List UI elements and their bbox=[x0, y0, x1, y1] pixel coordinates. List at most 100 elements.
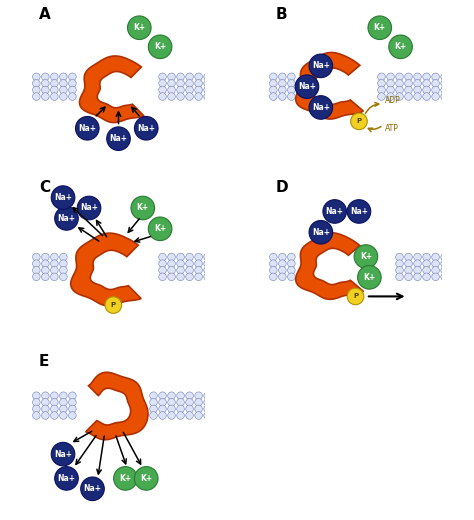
Circle shape bbox=[288, 80, 295, 87]
Circle shape bbox=[33, 80, 40, 87]
Circle shape bbox=[396, 273, 403, 281]
Text: Na+: Na+ bbox=[298, 82, 316, 91]
Text: Na+: Na+ bbox=[326, 207, 344, 216]
Circle shape bbox=[60, 266, 67, 274]
Circle shape bbox=[441, 80, 448, 87]
Circle shape bbox=[33, 86, 40, 94]
Circle shape bbox=[33, 412, 40, 419]
Circle shape bbox=[270, 273, 277, 281]
Text: Na+: Na+ bbox=[312, 61, 330, 70]
Circle shape bbox=[168, 80, 175, 87]
Circle shape bbox=[33, 93, 40, 100]
Circle shape bbox=[168, 392, 175, 399]
Text: K+: K+ bbox=[133, 23, 146, 32]
Text: K+: K+ bbox=[119, 474, 131, 483]
Circle shape bbox=[69, 86, 76, 94]
Circle shape bbox=[33, 405, 40, 413]
Circle shape bbox=[168, 412, 175, 419]
Circle shape bbox=[60, 392, 67, 399]
Circle shape bbox=[168, 93, 175, 100]
Polygon shape bbox=[80, 56, 144, 123]
Circle shape bbox=[432, 80, 439, 87]
Circle shape bbox=[42, 412, 49, 419]
Circle shape bbox=[270, 260, 277, 267]
Circle shape bbox=[69, 93, 76, 100]
Circle shape bbox=[69, 405, 76, 413]
Circle shape bbox=[168, 260, 175, 267]
Circle shape bbox=[432, 266, 439, 274]
Circle shape bbox=[288, 73, 295, 81]
Circle shape bbox=[405, 266, 412, 274]
Circle shape bbox=[396, 93, 403, 100]
Circle shape bbox=[168, 73, 175, 81]
Circle shape bbox=[177, 266, 184, 274]
Circle shape bbox=[441, 93, 448, 100]
Circle shape bbox=[42, 405, 49, 413]
Circle shape bbox=[309, 96, 333, 119]
Text: K+: K+ bbox=[140, 474, 152, 483]
Circle shape bbox=[195, 392, 202, 399]
Circle shape bbox=[33, 260, 40, 267]
Circle shape bbox=[204, 260, 211, 267]
Circle shape bbox=[405, 273, 412, 281]
Circle shape bbox=[51, 86, 58, 94]
Circle shape bbox=[423, 253, 430, 261]
Circle shape bbox=[159, 73, 166, 81]
Circle shape bbox=[396, 253, 403, 261]
Circle shape bbox=[405, 86, 412, 94]
Circle shape bbox=[159, 266, 166, 274]
Circle shape bbox=[69, 80, 76, 87]
Circle shape bbox=[279, 86, 286, 94]
Circle shape bbox=[357, 266, 381, 289]
Circle shape bbox=[177, 273, 184, 281]
Polygon shape bbox=[296, 233, 364, 300]
Circle shape bbox=[42, 73, 49, 81]
Circle shape bbox=[51, 405, 58, 413]
Circle shape bbox=[114, 466, 137, 490]
Circle shape bbox=[42, 398, 49, 406]
Circle shape bbox=[279, 80, 286, 87]
Circle shape bbox=[270, 93, 277, 100]
Circle shape bbox=[177, 253, 184, 261]
Text: C: C bbox=[39, 180, 50, 196]
Circle shape bbox=[168, 86, 175, 94]
Circle shape bbox=[128, 16, 151, 40]
Circle shape bbox=[387, 86, 394, 94]
Circle shape bbox=[131, 196, 155, 220]
Circle shape bbox=[33, 398, 40, 406]
Circle shape bbox=[396, 260, 403, 267]
Circle shape bbox=[347, 288, 364, 305]
Circle shape bbox=[60, 86, 67, 94]
Circle shape bbox=[107, 127, 130, 150]
Circle shape bbox=[33, 266, 40, 274]
Text: K+: K+ bbox=[374, 23, 386, 32]
Circle shape bbox=[177, 260, 184, 267]
Circle shape bbox=[195, 93, 202, 100]
Circle shape bbox=[51, 398, 58, 406]
Circle shape bbox=[288, 260, 295, 267]
Circle shape bbox=[159, 80, 166, 87]
Circle shape bbox=[60, 253, 67, 261]
Circle shape bbox=[405, 93, 412, 100]
Circle shape bbox=[204, 273, 211, 281]
Circle shape bbox=[204, 80, 211, 87]
Circle shape bbox=[288, 86, 295, 94]
Circle shape bbox=[69, 73, 76, 81]
Circle shape bbox=[42, 86, 49, 94]
Circle shape bbox=[55, 466, 78, 490]
Circle shape bbox=[387, 93, 394, 100]
Circle shape bbox=[150, 405, 157, 413]
Circle shape bbox=[177, 398, 184, 406]
Circle shape bbox=[69, 412, 76, 419]
Circle shape bbox=[432, 93, 439, 100]
Circle shape bbox=[288, 93, 295, 100]
Circle shape bbox=[42, 93, 49, 100]
Circle shape bbox=[204, 93, 211, 100]
Text: K+: K+ bbox=[360, 252, 372, 261]
Circle shape bbox=[279, 266, 286, 274]
Circle shape bbox=[159, 412, 166, 419]
Circle shape bbox=[270, 266, 277, 274]
Circle shape bbox=[186, 412, 193, 419]
Circle shape bbox=[378, 86, 385, 94]
Text: Na+: Na+ bbox=[57, 474, 75, 483]
